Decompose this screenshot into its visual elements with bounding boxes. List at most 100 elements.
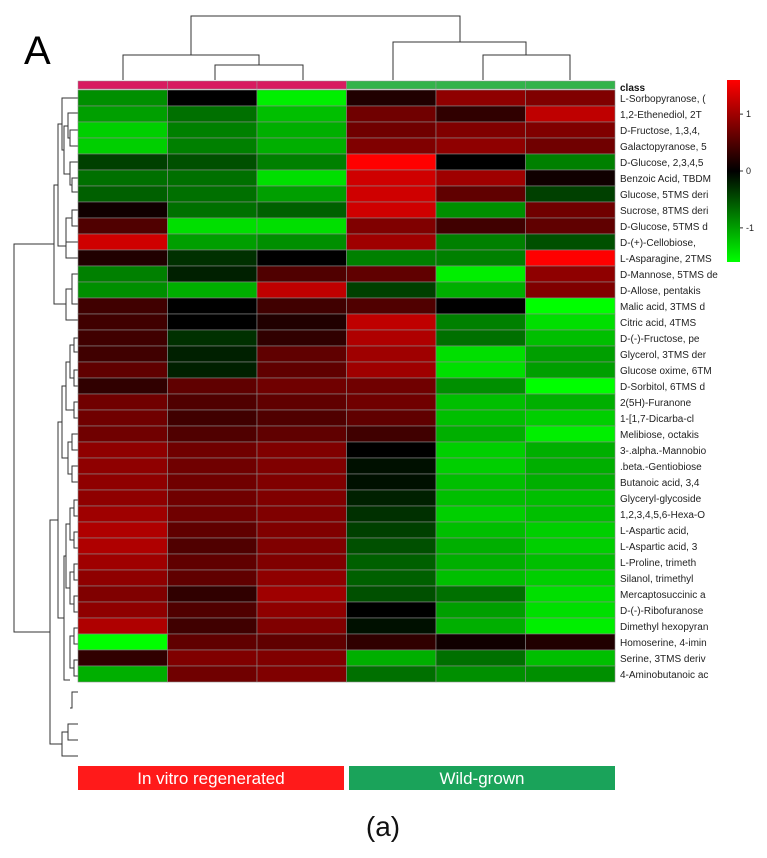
row-label: Serine, 3TMS deriv [620, 654, 706, 665]
heatmap-cell [256, 489, 347, 507]
heatmap-cell [167, 281, 258, 299]
row-label: .beta.-Gentiobiose [620, 462, 702, 473]
heatmap-cell [525, 441, 616, 459]
heatmap-cell [77, 569, 168, 587]
heatmap-cell [346, 185, 437, 203]
heatmap-cell [346, 121, 437, 139]
heatmap-cell [256, 649, 347, 667]
heatmap-cell [435, 169, 526, 187]
heatmap-cell [167, 649, 258, 667]
class-bar-cell [256, 80, 347, 90]
heatmap-cell [256, 569, 347, 587]
heatmap-cell [167, 665, 258, 683]
heatmap-cell [525, 569, 616, 587]
heatmap-cell [167, 489, 258, 507]
heatmap-cell [167, 169, 258, 187]
heatmap-cell [77, 409, 168, 427]
heatmap-cell [77, 313, 168, 331]
heatmap-cell [346, 217, 437, 235]
row-label: Glycerol, 3TMS der [620, 350, 707, 361]
row-label: Melibiose, octakis [620, 430, 699, 441]
heatmap-cell [525, 393, 616, 411]
row-dendrogram [13, 97, 78, 757]
row-label: L-Aspartic acid, 3 [620, 542, 698, 553]
heatmap-cell [346, 633, 437, 651]
heatmap-cell [167, 361, 258, 379]
heatmap-cell [435, 265, 526, 283]
heatmap-cell [77, 265, 168, 283]
heatmap-cell [525, 633, 616, 651]
heatmap-cell [167, 585, 258, 603]
heatmap-cell [77, 377, 168, 395]
heatmap-cell [346, 393, 437, 411]
heatmap-cell [256, 297, 347, 315]
heatmap-cell [77, 329, 168, 347]
heatmap-cell [435, 393, 526, 411]
heatmap-cell [256, 473, 347, 491]
row-label: 1,2,3,4,5,6-Hexa-O [620, 510, 705, 521]
heatmap-cell [167, 249, 258, 267]
heatmap-cell [435, 345, 526, 363]
row-label: 1-[1,7-Dicarba-cl [620, 414, 694, 425]
heatmap-cell [167, 153, 258, 171]
row-label: Dimethyl hexopyran [620, 622, 708, 633]
heatmap-cell [256, 345, 347, 363]
heatmap-cell [435, 217, 526, 235]
class-bar [77, 80, 616, 90]
heatmap-cell [525, 169, 616, 187]
group-label-in-vitro: In vitro regenerated [137, 769, 284, 788]
heatmap-cell [77, 89, 168, 107]
heatmap-cell [525, 137, 616, 155]
row-label: 4-Aminobutanoic ac [620, 670, 708, 681]
heatmap-cell [256, 425, 347, 443]
row-label: D-Fructose, 1,3,4, [620, 126, 700, 137]
heatmap-cell [167, 521, 258, 539]
row-label: Malic acid, 3TMS d [620, 302, 705, 313]
heatmap-cell [346, 473, 437, 491]
heatmap-cell [525, 313, 616, 331]
heatmap-cell [256, 313, 347, 331]
color-legend-bar [727, 80, 740, 262]
heatmap-cell [435, 105, 526, 123]
heatmap-cell [346, 409, 437, 427]
heatmap-cell [346, 537, 437, 555]
heatmap-cell [167, 313, 258, 331]
heatmap-cell [77, 217, 168, 235]
heatmap-cell [167, 329, 258, 347]
heatmap-cell [525, 601, 616, 619]
heatmap-cell [256, 505, 347, 523]
heatmap-cell [167, 233, 258, 251]
heatmap-cell [525, 377, 616, 395]
heatmap-cell [77, 393, 168, 411]
heatmap-cell [77, 345, 168, 363]
heatmap-cell [346, 313, 437, 331]
heatmap-cell [77, 537, 168, 555]
heatmap-cell [525, 649, 616, 667]
heatmap-cell [256, 137, 347, 155]
heatmap-cell [256, 281, 347, 299]
heatmap-cell [346, 265, 437, 283]
heatmap-cell [77, 457, 168, 475]
heatmap-cell [346, 345, 437, 363]
heatmap-cell [346, 665, 437, 683]
heatmap-cell [525, 457, 616, 475]
heatmap-cell [167, 345, 258, 363]
heatmap-cell [346, 281, 437, 299]
legend-tick-label: 0 [746, 166, 751, 176]
heatmap-cell [167, 409, 258, 427]
heatmap-cell [435, 233, 526, 251]
heatmap-cell [346, 553, 437, 571]
heatmap-cell [525, 121, 616, 139]
heatmap-cell [525, 537, 616, 555]
panel-letter: A [24, 29, 51, 73]
heatmap-cell [77, 169, 168, 187]
row-label: L-Asparagine, 2TMS [620, 254, 712, 265]
heatmap-cell [346, 297, 437, 315]
heatmap-cell [167, 505, 258, 523]
heatmap-cell [525, 665, 616, 683]
figure-caption: (a) [366, 811, 400, 842]
heatmap-cell [525, 505, 616, 523]
heatmap-cell [525, 153, 616, 171]
heatmap-cell [256, 601, 347, 619]
